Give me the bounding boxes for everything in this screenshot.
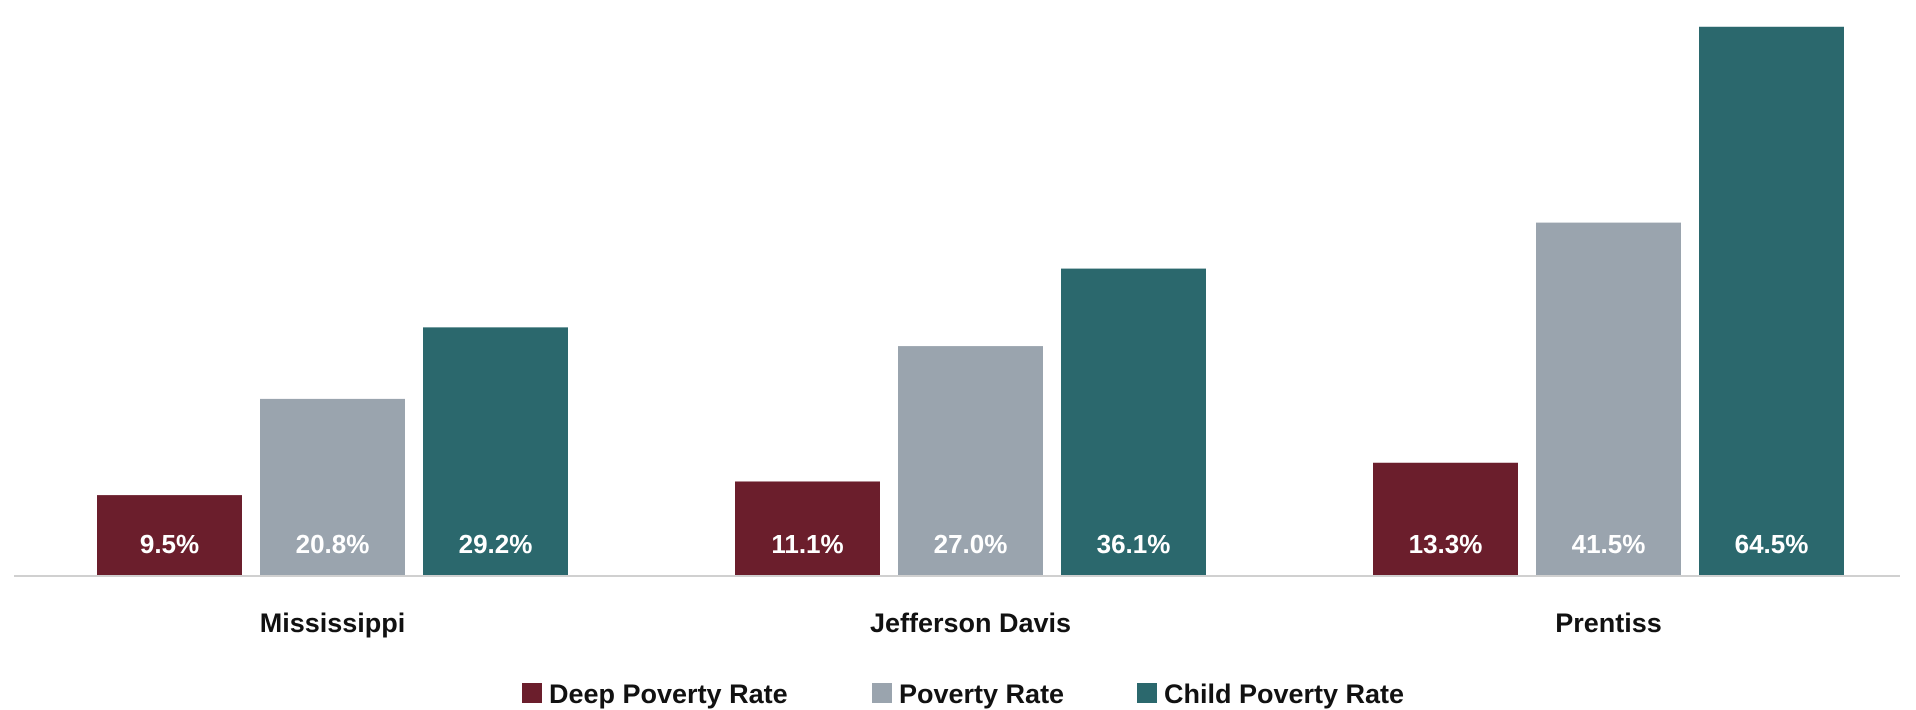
category-label-prentiss: Prentiss <box>1555 608 1662 638</box>
bar-jefferson-davis-deep-poverty-rate <box>735 481 880 576</box>
bars-layer <box>97 26 1844 577</box>
data-label-mississippi-poverty-rate: 20.8% <box>296 529 370 559</box>
legend-label-poverty-rate: Poverty Rate <box>899 679 1064 709</box>
bar-mississippi-child-poverty-rate <box>423 327 568 576</box>
bar-jefferson-davis-child-poverty-rate <box>1061 268 1206 576</box>
data-label-mississippi-deep-poverty-rate: 9.5% <box>140 529 199 559</box>
legend-swatch-deep-poverty-rate <box>522 683 542 703</box>
data-label-jefferson-davis-poverty-rate: 27.0% <box>934 529 1008 559</box>
data-label-jefferson-davis-deep-poverty-rate: 11.1% <box>771 529 843 559</box>
data-label-prentiss-deep-poverty-rate: 13.3% <box>1409 529 1483 559</box>
legend-swatch-child-poverty-rate <box>1137 683 1157 703</box>
bar-mississippi-deep-poverty-rate <box>97 495 242 576</box>
data-label-prentiss-poverty-rate: 41.5% <box>1572 529 1646 559</box>
bar-prentiss-child-poverty-rate <box>1699 26 1844 577</box>
category-labels-layer: Mississippi Jefferson Davis Prentiss <box>260 608 1662 638</box>
category-label-jefferson-davis: Jefferson Davis <box>870 608 1071 638</box>
bar-prentiss-poverty-rate <box>1536 222 1681 576</box>
legend-label-child-poverty-rate: Child Poverty Rate <box>1164 679 1404 709</box>
value-labels-layer: 9.5% 20.8% 29.2% 11.1% 27.0% 36.1% 13.3% 41.5% 6… <box>140 529 1809 559</box>
data-label-jefferson-davis-child-poverty-rate: 36.1% <box>1097 529 1171 559</box>
bar-jefferson-davis-poverty-rate <box>898 346 1043 576</box>
legend: Deep Poverty Rate Poverty Rate Child Pover… <box>522 679 1404 709</box>
bar-mississippi-poverty-rate <box>260 398 405 576</box>
category-label-mississippi: Mississippi <box>260 608 406 638</box>
data-label-mississippi-child-poverty-rate: 29.2% <box>459 529 533 559</box>
legend-label-deep-poverty-rate: Deep Poverty Rate <box>549 679 788 709</box>
data-label-prentiss-child-poverty-rate: 64.5% <box>1735 529 1809 559</box>
bar-prentiss-deep-poverty-rate <box>1373 462 1518 576</box>
legend-swatch-poverty-rate <box>872 683 892 703</box>
